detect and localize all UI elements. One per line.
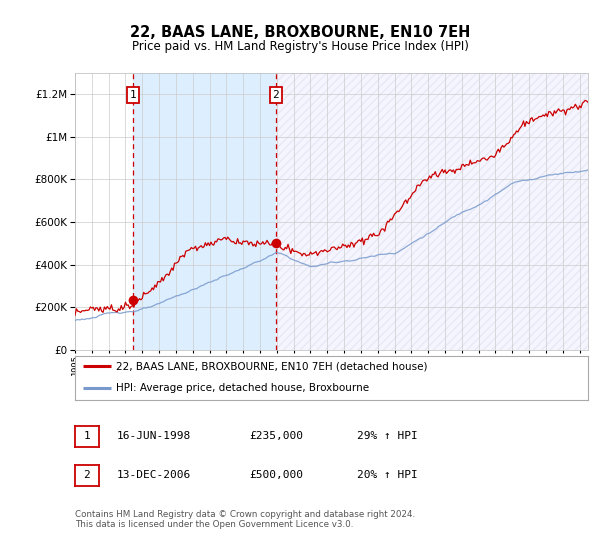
Text: 29% ↑ HPI: 29% ↑ HPI [357,431,418,441]
Text: Contains HM Land Registry data © Crown copyright and database right 2024.
This d: Contains HM Land Registry data © Crown c… [75,510,415,529]
Bar [133,73,276,350]
Bar [276,73,588,350]
Text: 22, BAAS LANE, BROXBOURNE, EN10 7EH: 22, BAAS LANE, BROXBOURNE, EN10 7EH [130,25,470,40]
Text: £500,000: £500,000 [249,470,303,480]
Bar [276,73,588,350]
Text: Price paid vs. HM Land Registry's House Price Index (HPI): Price paid vs. HM Land Registry's House … [131,40,469,53]
Text: 1: 1 [83,431,91,441]
Text: HPI: Average price, detached house, Broxbourne: HPI: Average price, detached house, Brox… [116,383,369,393]
Text: 20% ↑ HPI: 20% ↑ HPI [357,470,418,480]
Text: 22, BAAS LANE, BROXBOURNE, EN10 7EH (detached house): 22, BAAS LANE, BROXBOURNE, EN10 7EH (det… [116,361,428,371]
Text: 2: 2 [272,90,280,100]
Text: 16-JUN-1998: 16-JUN-1998 [117,431,191,441]
Text: 13-DEC-2006: 13-DEC-2006 [117,470,191,480]
Text: £235,000: £235,000 [249,431,303,441]
Text: 2: 2 [83,470,91,480]
Text: 1: 1 [130,90,137,100]
